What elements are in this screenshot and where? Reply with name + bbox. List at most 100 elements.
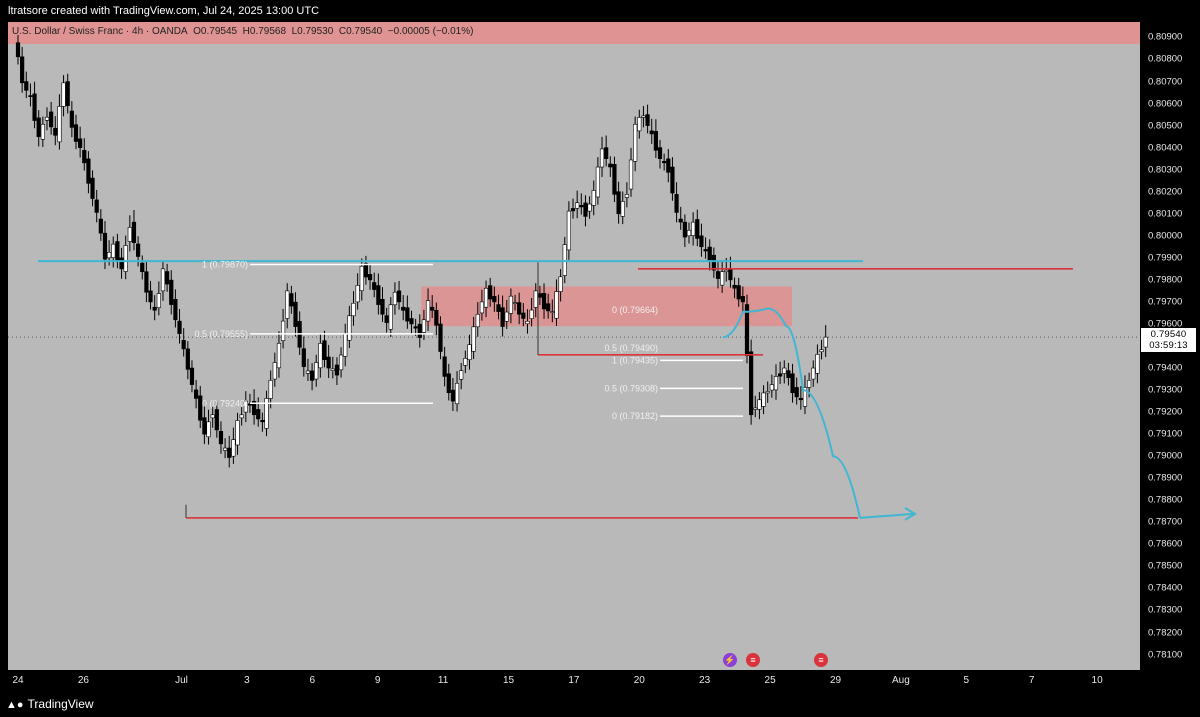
candle-body xyxy=(823,336,828,348)
candlestick-chart[interactable]: 1 (0.79870) 0.5 (0.79555) 0 (0.79240) 0 (0.… xyxy=(8,22,1140,670)
price-tick: 0.80700 xyxy=(1148,76,1183,87)
ohlc-open: O0.79545 xyxy=(193,26,238,37)
candle-body xyxy=(301,348,306,368)
candle-body xyxy=(148,290,153,303)
candle-body xyxy=(554,291,559,319)
price-tick: 0.78300 xyxy=(1148,604,1183,616)
price-tick: 0.80000 xyxy=(1148,230,1183,242)
last-price-badge: 0.79540 03:59:13 xyxy=(1141,328,1196,352)
time-tick: 6 xyxy=(309,675,316,686)
ohlc-low: L0.79530 xyxy=(291,26,334,37)
time-tick: 26 xyxy=(77,675,89,686)
price-tick: 0.79100 xyxy=(1148,428,1183,440)
candle-body xyxy=(57,106,62,143)
candle-body xyxy=(32,93,37,121)
footer-bar: ▲● TradingView xyxy=(0,692,1200,716)
candle-body xyxy=(260,419,265,423)
candle-body xyxy=(136,243,141,257)
symbol-name: U.S. Dollar / Swiss Franc · 4h · OANDA xyxy=(12,26,188,37)
candle-body xyxy=(372,282,377,290)
candle-body xyxy=(492,296,497,303)
candle-body xyxy=(496,304,501,312)
time-tick: 25 xyxy=(764,675,776,686)
candle-body xyxy=(657,147,663,159)
candle-body xyxy=(330,368,335,371)
candle-body xyxy=(616,191,621,215)
price-tick: 0.78200 xyxy=(1148,627,1183,639)
candle-body xyxy=(773,376,779,391)
candle-body xyxy=(409,318,414,325)
candle-body xyxy=(674,194,679,213)
candle-body xyxy=(165,271,170,285)
candle-body xyxy=(512,302,518,304)
candle-body xyxy=(264,398,269,429)
candle-body xyxy=(720,271,725,286)
candle-body xyxy=(36,117,41,137)
candle-body xyxy=(102,232,108,260)
candle-body xyxy=(363,263,369,278)
candle-body xyxy=(334,364,340,376)
lightning-event-icon[interactable]: ⚡ xyxy=(723,653,737,667)
candle-body xyxy=(272,362,277,380)
us-flag-event-icon-2[interactable]: ≡ xyxy=(814,653,828,667)
candle-body xyxy=(86,158,91,184)
candle-body xyxy=(794,387,799,398)
candle-body xyxy=(550,311,555,313)
candle-body xyxy=(239,414,244,419)
candle-body xyxy=(732,284,737,289)
candle-body xyxy=(591,190,596,206)
us-flag-event-icon[interactable]: ≡ xyxy=(746,653,760,667)
candle-body xyxy=(355,285,360,303)
candle-body xyxy=(537,293,542,298)
price-tick: 0.79000 xyxy=(1148,450,1183,462)
candle-body xyxy=(421,319,427,333)
candle-body xyxy=(367,274,373,281)
last-price: 0.79540 xyxy=(1150,329,1187,340)
candle-body xyxy=(227,447,232,458)
candle-body xyxy=(558,276,563,292)
price-tick: 0.78700 xyxy=(1148,516,1183,528)
candle-body xyxy=(198,395,203,421)
candle-body xyxy=(546,303,551,312)
candle-body xyxy=(533,290,538,308)
time-axis[interactable]: 24 26 Jul 3 6 9 11 15 17 20 23 25 29 Aug 5 7 10 xyxy=(8,670,1140,692)
candle-body xyxy=(243,400,248,413)
candle-body xyxy=(711,254,716,271)
candle-body xyxy=(413,326,418,329)
candle-body xyxy=(699,235,704,248)
candle-body xyxy=(459,370,464,380)
candle-body xyxy=(608,163,613,168)
candle-body xyxy=(715,271,721,279)
candle-body xyxy=(475,313,480,328)
candle-body xyxy=(268,380,273,399)
candle-body xyxy=(65,81,70,107)
chart-plot-area[interactable]: 1 (0.79870) 0.5 (0.79555) 0 (0.79240) 0 (0.… xyxy=(8,22,1140,670)
candle-body xyxy=(570,208,576,212)
candle-body xyxy=(380,298,385,315)
top-zone xyxy=(8,22,1140,45)
candle-body xyxy=(798,397,803,401)
candle-body xyxy=(293,301,298,327)
candle-body xyxy=(169,279,174,305)
ohlc-close: C0.79540 xyxy=(338,26,383,37)
candle-body xyxy=(156,293,161,308)
candle-body xyxy=(351,302,356,317)
candle-body xyxy=(417,323,422,338)
candle-body xyxy=(450,389,456,402)
candle-body xyxy=(575,202,580,209)
candle-body xyxy=(744,304,750,356)
candle-body xyxy=(521,312,526,319)
candle-body xyxy=(396,290,402,303)
price-tick: 0.80600 xyxy=(1148,98,1183,110)
candle-body xyxy=(280,320,286,342)
price-tick: 0.80300 xyxy=(1148,164,1183,176)
candle-body xyxy=(782,367,787,374)
price-tick: 0.79200 xyxy=(1148,406,1183,418)
candle-body xyxy=(107,252,112,259)
candle-body xyxy=(529,309,534,319)
candle-body xyxy=(508,295,513,314)
time-tick: 9 xyxy=(374,675,381,686)
candle-body xyxy=(587,203,592,212)
candle-body xyxy=(753,407,758,410)
candle-body xyxy=(285,290,290,319)
